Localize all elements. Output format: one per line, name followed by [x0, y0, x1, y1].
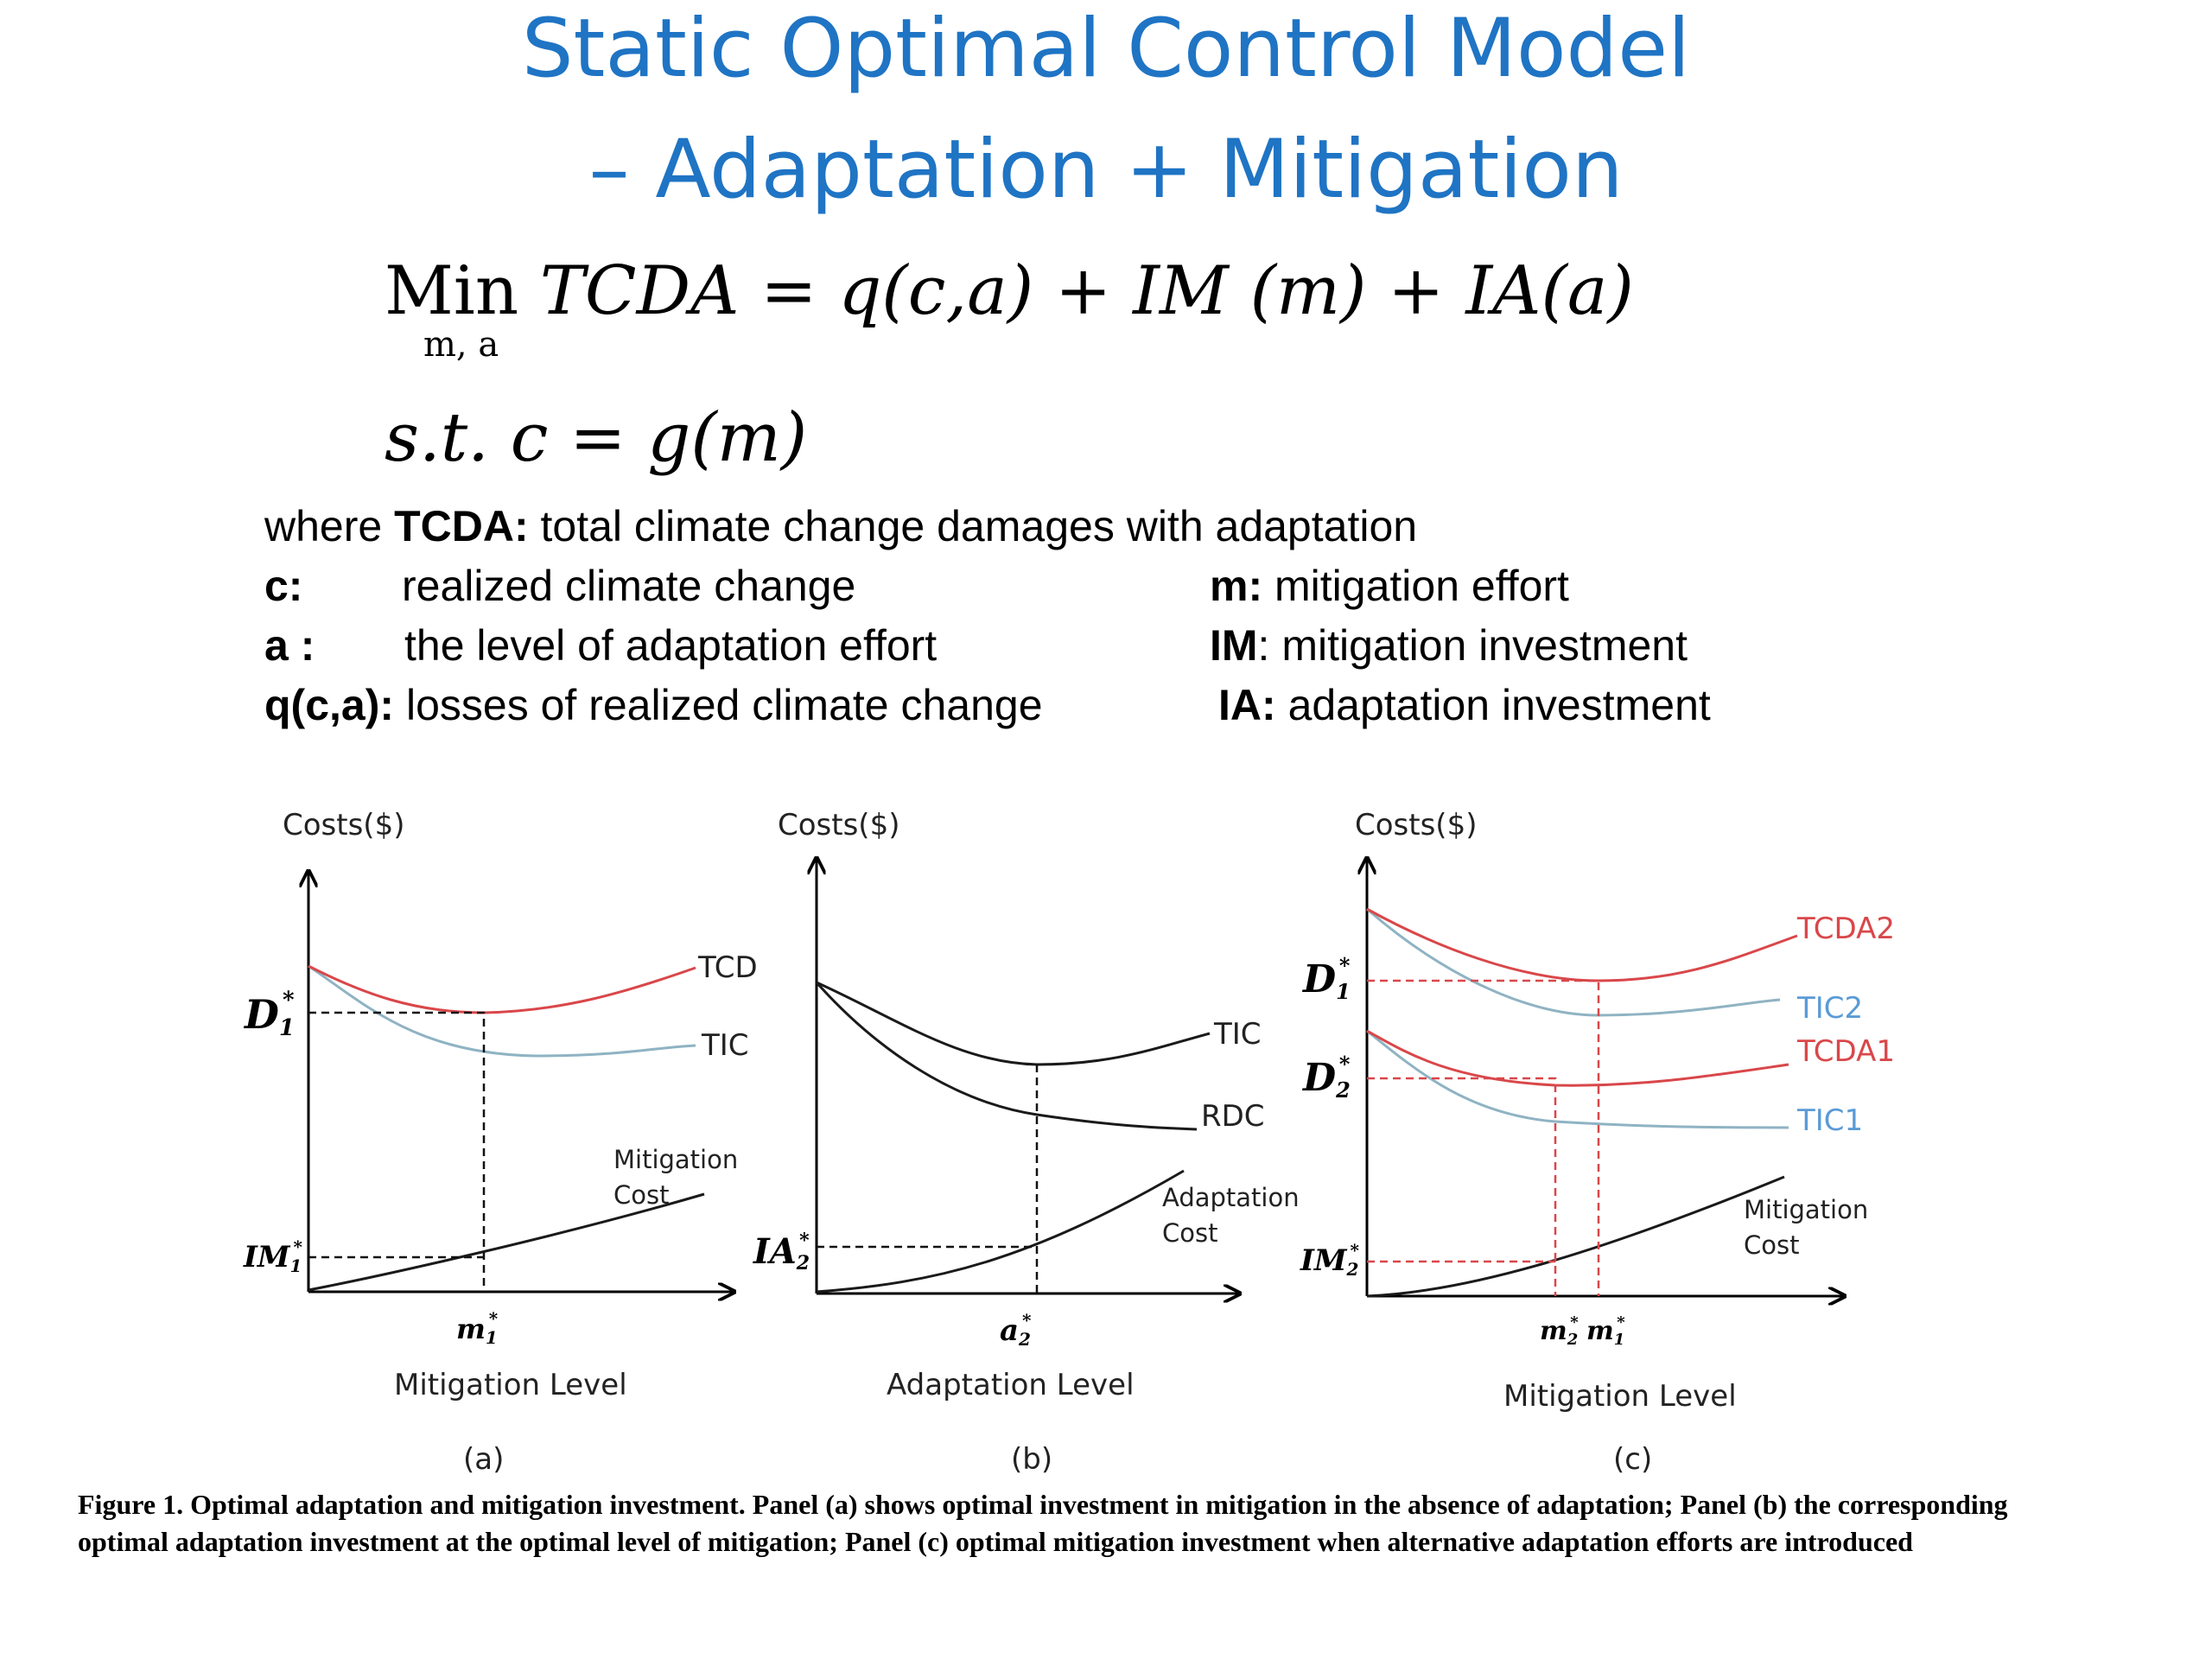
- m-term: m:: [1210, 562, 1263, 610]
- definition-a-desc: the level of adaptation effort: [404, 621, 938, 670]
- figure-caption: Figure 1. Optimal adaptation and mitigat…: [78, 1489, 2008, 1557]
- panel-c-d1-mark: D1*: [1301, 953, 1351, 1004]
- panel-a-y-axis-label: Costs($): [283, 808, 404, 842]
- panel-c-d1-guide: [1367, 979, 1600, 1296]
- im-description: : mitigation investment: [1257, 621, 1688, 670]
- panel-a-mitigation-cost-curve: [308, 1192, 705, 1292]
- panel-a-cost-label-1: Mitigation: [613, 1145, 738, 1174]
- panel-b-rdc-curve: [815, 982, 1198, 1131]
- panel-b-cost-label-2: Cost: [1162, 1218, 1217, 1248]
- objective-subscript: m, a: [423, 325, 499, 365]
- panel-c-tic2-label: TIC2: [1796, 991, 1863, 1026]
- panel-c-m1-mark: m1*: [1586, 1313, 1625, 1349]
- panel-c-mitigation-cost-curve: [1366, 1175, 1785, 1298]
- definition-q-term: q(c,a):: [264, 680, 394, 730]
- definition-c-term: c:: [264, 561, 302, 611]
- panel-b-tic-label: TIC: [1213, 1017, 1262, 1052]
- objective-expression: TCDA = q(c,a) + IM (m) + IA(a): [539, 252, 1634, 330]
- panel-b-ia2-mark: IA2*: [753, 1230, 810, 1274]
- tcda-description: total climate change damages with adapta…: [540, 502, 1418, 550]
- panel-a-tic-curve: [308, 964, 696, 1058]
- panel-b-a2-mark: a2*: [1000, 1310, 1032, 1350]
- panel-b-x-axis-label: Adaptation Level: [887, 1368, 1135, 1402]
- slide-title-line-1: Static Optimal Control Model: [521, 2, 1691, 96]
- constraint-equation: s.t. c = g(m): [385, 399, 807, 477]
- definition-q-desc: losses of realized climate change: [406, 681, 1043, 729]
- panel-b-tic-curve: [816, 981, 1211, 1066]
- panel-c: Costs($) TCDA2 TIC2 TCDA1 TIC1 Mitigatio…: [1300, 808, 1895, 1477]
- panel-c-m2-mark: m2*: [1540, 1313, 1579, 1349]
- panel-b-adaptation-cost-curve: [816, 1169, 1185, 1294]
- ia-description: adaptation investment: [1287, 681, 1711, 729]
- definition-im: IM: mitigation investment: [1210, 620, 1688, 671]
- panel-b-y-axis-label: Costs($): [778, 808, 899, 842]
- im-term: IM: [1210, 621, 1258, 670]
- ia-term: IA:: [1218, 681, 1276, 729]
- panel-c-d2-guide: [1367, 1077, 1557, 1296]
- slide-title-line-2: – Adaptation + Mitigation: [588, 123, 1624, 217]
- panel-c-tic1-curve: [1366, 1029, 1789, 1129]
- panel-a-im1-mark: IM1*: [243, 1236, 302, 1276]
- panel-c-tic1-label: TIC1: [1796, 1103, 1863, 1138]
- panel-a-tcd-label: TCD: [697, 950, 758, 985]
- definition-m: m: mitigation effort: [1210, 561, 1569, 611]
- definition-c-desc: realized climate change: [402, 562, 856, 610]
- panel-c-cost-label-2: Cost: [1744, 1230, 1799, 1260]
- panel-a-cost-label-2: Cost: [613, 1180, 669, 1210]
- panel-a-d1-mark: D1*: [243, 988, 295, 1041]
- panel-c-x-axis-label: Mitigation Level: [1503, 1379, 1737, 1414]
- panel-c-d2-mark: D2*: [1301, 1052, 1351, 1103]
- objective-min: Min: [385, 252, 519, 330]
- objective-equation: Min TCDA = q(c,a) + IM (m) + IA(a): [385, 252, 1634, 330]
- q-term: q(c,a):: [264, 681, 394, 729]
- panel-a-m1-mark: m1*: [456, 1308, 499, 1348]
- definition-ia: IA: adaptation investment: [1218, 680, 1711, 730]
- c-term: c:: [264, 562, 303, 610]
- panel-c-im2-mark: IM2*: [1300, 1240, 1359, 1280]
- panel-a-x-axis-label: Mitigation Level: [394, 1368, 627, 1402]
- panel-c-label: (c): [1613, 1442, 1652, 1477]
- panel-b-cost-label-1: Adaptation: [1162, 1183, 1300, 1212]
- panel-c-tic2-curve: [1366, 907, 1781, 1017]
- panel-a-d1-guide: [308, 1011, 486, 1292]
- panel-b: Costs($) TIC RDC Adaptation Cost IA2* a2…: [753, 808, 1300, 1477]
- panel-a: Costs($) TCD TIC Mitigation Cost D1* IM1…: [243, 808, 758, 1477]
- panel-a-tic-label: TIC: [701, 1028, 749, 1063]
- panel-a-label: (a): [463, 1442, 504, 1477]
- panel-c-tcda1-label: TCDA1: [1796, 1034, 1895, 1069]
- panel-b-rdc-label: RDC: [1201, 1099, 1265, 1134]
- m-description: mitigation effort: [1274, 562, 1569, 610]
- constraint-expression: s.t. c = g(m): [385, 399, 808, 477]
- a-term: a :: [264, 621, 315, 670]
- panel-b-label: (b): [1011, 1442, 1052, 1477]
- panel-c-cost-label-1: Mitigation: [1744, 1195, 1868, 1224]
- panel-c-y-axis-label: Costs($): [1355, 808, 1477, 842]
- definition-tcda: where TCDA: total climate change damages…: [264, 501, 1417, 551]
- tcda-term: TCDA:: [394, 502, 529, 550]
- where-prefix: where: [264, 502, 383, 550]
- panel-c-tcda2-label: TCDA2: [1796, 912, 1895, 946]
- panel-c-tcda2-curve: [1366, 907, 1798, 982]
- definition-a-term: a :: [264, 620, 315, 671]
